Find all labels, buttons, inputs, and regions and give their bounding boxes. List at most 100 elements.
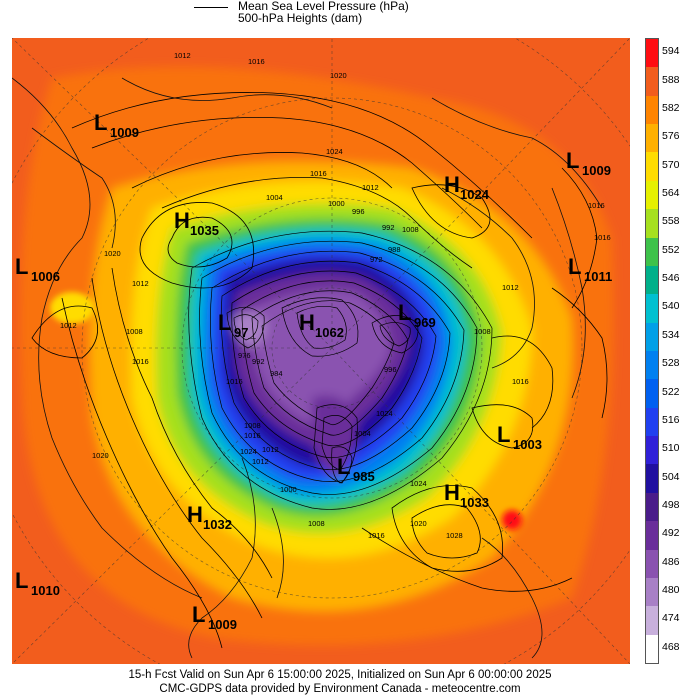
isobar-value-label: 1012	[174, 51, 191, 60]
colorbar-swatch	[646, 521, 658, 551]
isobar-value-label: 1008	[244, 421, 261, 430]
colorbar-tick-label: 480	[662, 584, 680, 597]
colorbar-tick-label: 474	[662, 612, 680, 625]
isobar-value-label: 1000	[280, 485, 297, 494]
weather-map: L 1009 L 1009 H 1024 H 1035 L 1006 L 1011 L 97_ H 1062 L…	[12, 38, 630, 664]
isobars-inner	[188, 230, 493, 510]
colorbar-swatch	[646, 95, 658, 125]
isobar-value-label: 1008	[308, 519, 325, 528]
isobar-value-label: 1012	[502, 283, 519, 292]
colorbar-swatch	[646, 294, 658, 324]
isobar-value-label: 1008	[402, 225, 419, 234]
low-969-marker: L 969	[398, 300, 436, 330]
isobar-value-label: 1008	[474, 327, 491, 336]
colorbar-tick-label: 564	[662, 187, 680, 199]
low-1006-marker: L 1006	[15, 254, 60, 284]
isobar-value-label: 1020	[330, 71, 347, 80]
isobar-value-label: 1020	[104, 249, 121, 258]
colorbar-swatch	[646, 492, 658, 522]
colorbar-swatch	[646, 39, 658, 68]
isobar-value-label: 1012	[262, 445, 279, 454]
isobar-value-label: 1012	[252, 457, 269, 466]
pressure-center-letter: H	[187, 502, 203, 527]
colorbar-tick-label: 504	[662, 470, 680, 483]
colorbar-swatch	[646, 265, 658, 295]
isobar-value-label: 1016	[226, 377, 243, 386]
colorbar-tick-label: 534	[662, 328, 680, 341]
colorbar-tick-label: 528	[662, 357, 680, 370]
pressure-center-letter: L	[15, 568, 28, 593]
colorbar-swatch	[646, 464, 658, 494]
pressure-center-value: 985	[353, 469, 375, 484]
isobar-value-label: 1024	[240, 447, 257, 456]
coastlines	[12, 77, 603, 659]
legend-heights-label: 500-hPa Heights (dam)	[238, 11, 363, 25]
colorbar-swatch	[646, 379, 658, 409]
colorbar-swatch	[646, 67, 658, 97]
isobar-value-label: 1016	[310, 169, 327, 178]
colorbar-swatch	[646, 606, 658, 636]
pressure-center-value: 1009	[582, 163, 611, 178]
data-credit-text: CMC-GDPS data provided by Environment Ca…	[159, 683, 521, 695]
pressure-center-letter: H	[444, 172, 460, 197]
high-1024-marker: H 1024	[444, 172, 490, 202]
colorbar-tick-label: 498	[662, 499, 680, 511]
pressure-center-value: 1006	[31, 269, 60, 284]
isobar-value-labels: 1012101610201024101610121008100410009969…	[60, 51, 611, 540]
pressure-center-value: 969	[414, 315, 436, 330]
pressure-center-letter: H	[444, 480, 460, 505]
isobar-value-label: 1004	[266, 193, 283, 202]
colorbar-swatch	[646, 237, 658, 267]
isobar-value-label: 1020	[410, 519, 427, 528]
high-1032-marker: H 1032	[187, 502, 232, 532]
colorbar-tick-label: 558	[662, 215, 680, 228]
colorbar-swatch	[646, 322, 658, 352]
low-97x-marker: L 97_	[218, 310, 256, 340]
colorbar-swatch	[646, 152, 658, 182]
forecast-valid-text: 15-h Fcst Valid on Sun Apr 6 15:00:00 20…	[128, 669, 552, 681]
map-legend: Mean Sea Level Pressure (hPa) 500-hPa He…	[190, 0, 490, 36]
colorbar-tick-label: 588	[662, 73, 680, 86]
isobar-value-label: 1024	[410, 479, 427, 488]
low-1009-ne-marker: L 1009	[566, 148, 611, 178]
colorbar-swatch	[646, 180, 658, 210]
colorbar-tick-label: 546	[662, 272, 680, 285]
pressure-center-letter: H	[174, 208, 190, 233]
pressure-center-letter: L	[218, 310, 231, 335]
pressure-center-value: 97_	[234, 325, 256, 340]
colorbar-swatch	[646, 634, 658, 664]
isobar-value-label: 988	[388, 245, 401, 254]
isobar-value-label: 1016	[244, 431, 261, 440]
isobar-value-label: 976	[238, 351, 251, 360]
colorbar-swatch	[646, 351, 658, 380]
low-1011-marker: L 1011	[568, 254, 612, 284]
pressure-center-letter: L	[568, 254, 581, 279]
low-1003-marker: L 1003	[497, 422, 542, 452]
pressure-center-value: 1009	[208, 617, 237, 632]
isobar-value-label: 1004	[354, 429, 371, 438]
isobar-value-label: 1012	[362, 183, 379, 192]
pressure-center-value: 1010	[31, 583, 60, 598]
isobar-value-label: 1016	[368, 531, 385, 540]
pressure-center-letter: L	[15, 254, 28, 279]
isobar-value-label: 1016	[594, 233, 611, 242]
isobar-value-label: 1016	[132, 357, 149, 366]
colorbar-tick-label: 594	[662, 45, 680, 58]
pressure-center-letter: L	[94, 110, 107, 135]
colorbar-swatch	[646, 577, 658, 607]
colorbar-tick-label: 540	[662, 300, 680, 313]
colorbar-tick-label: 492	[662, 527, 680, 540]
isobar-value-label: 1016	[248, 57, 265, 66]
colorbar-swatch	[646, 209, 658, 239]
pressure-center-letter: L	[337, 454, 350, 479]
colorbar-swatch	[646, 407, 658, 437]
pressure-center-value: 1011	[584, 269, 612, 284]
pressure-center-letter: L	[192, 602, 205, 627]
colorbar-tick-label: 522	[662, 385, 680, 398]
isobar-value-label: 984	[270, 369, 283, 378]
pressure-center-value: 1033	[460, 495, 489, 510]
isobar-value-label: 996	[352, 207, 365, 216]
height-colorbar	[645, 38, 659, 664]
colorbar-tick-label: 552	[662, 243, 680, 256]
